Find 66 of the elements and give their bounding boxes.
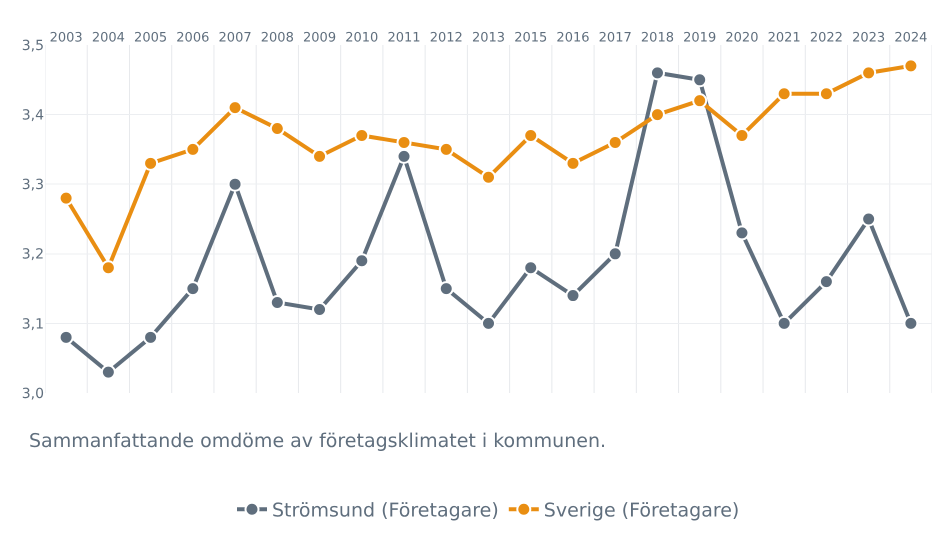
y-tick-label: 3,2 bbox=[22, 246, 44, 263]
text: Sammanfattande omdöme av företagsklimatet i kommunen. bbox=[29, 430, 606, 452]
x-tick-label: 2023 bbox=[852, 30, 886, 46]
x-tick-label: 2016 bbox=[556, 30, 590, 46]
point bbox=[861, 212, 876, 226]
y-tick-label: 3,0 bbox=[22, 386, 44, 402]
y-tick-label: 3,1 bbox=[22, 316, 44, 332]
point bbox=[143, 330, 158, 345]
point bbox=[776, 316, 792, 331]
legend-label: Strömsund (Företagare) bbox=[272, 500, 499, 522]
legend-label: Sverige (Företagare) bbox=[544, 500, 740, 522]
point bbox=[270, 121, 285, 136]
point bbox=[481, 316, 496, 331]
point bbox=[734, 128, 750, 143]
point bbox=[481, 170, 496, 185]
point bbox=[861, 65, 876, 80]
point bbox=[228, 176, 243, 192]
point bbox=[650, 65, 665, 80]
x-tick-label: 2021 bbox=[768, 30, 801, 46]
x-tick-label: 2009 bbox=[303, 30, 336, 46]
point bbox=[58, 330, 74, 345]
x-tick-label: 2004 bbox=[92, 30, 125, 46]
point bbox=[438, 281, 454, 296]
x-tick-label: 2024 bbox=[894, 30, 928, 46]
point bbox=[608, 246, 623, 262]
point bbox=[185, 281, 200, 296]
x-tick-label: 2012 bbox=[430, 30, 463, 46]
point bbox=[100, 364, 116, 380]
point bbox=[734, 225, 750, 240]
point bbox=[818, 274, 834, 290]
y-tick-label: 3,3 bbox=[22, 177, 44, 194]
x-tick-label: 2006 bbox=[176, 30, 210, 46]
point bbox=[776, 86, 792, 102]
point bbox=[523, 260, 538, 276]
point bbox=[818, 86, 834, 102]
x-tick-label: 2015 bbox=[514, 30, 548, 46]
point bbox=[312, 302, 328, 317]
point bbox=[608, 134, 623, 150]
point bbox=[143, 156, 158, 171]
x-tick-label: 2010 bbox=[345, 30, 378, 46]
point bbox=[438, 142, 454, 157]
point bbox=[692, 72, 708, 88]
point bbox=[692, 93, 708, 108]
x-tick-label: 2022 bbox=[810, 30, 843, 46]
x-tick-label: 2018 bbox=[640, 30, 674, 46]
point bbox=[565, 156, 580, 171]
x-tick-label: 2008 bbox=[260, 30, 294, 46]
point bbox=[185, 142, 200, 157]
x-tick-label: 2017 bbox=[598, 30, 632, 46]
x-tick-label: 2005 bbox=[134, 30, 168, 46]
y-tick-label: 3,5 bbox=[22, 38, 44, 54]
point bbox=[100, 260, 116, 276]
point bbox=[312, 148, 328, 164]
x-tick-label: 2013 bbox=[472, 30, 506, 46]
x-tick-label: 2003 bbox=[50, 30, 83, 46]
point bbox=[650, 107, 665, 122]
x-tick-label: 2011 bbox=[387, 30, 421, 46]
x-tick-label: 2020 bbox=[725, 30, 758, 46]
y-tick-label: 3,4 bbox=[22, 108, 44, 124]
point bbox=[903, 58, 918, 74]
point bbox=[228, 100, 243, 116]
point bbox=[354, 253, 370, 268]
point bbox=[58, 190, 74, 206]
x-tick-label: 2019 bbox=[683, 30, 716, 46]
x-tick-label: 2007 bbox=[218, 30, 252, 46]
point bbox=[903, 316, 918, 331]
